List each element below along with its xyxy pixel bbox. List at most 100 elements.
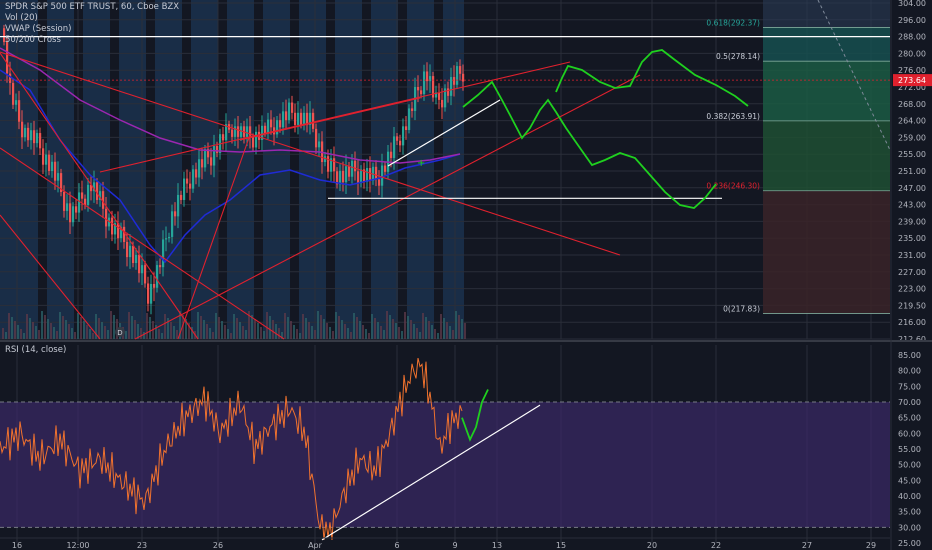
candle-body [120,226,123,239]
volume-bar [209,328,211,339]
candle-body [375,166,378,180]
volume-bar [113,315,115,339]
volume-bar [254,319,256,339]
volume-bar [161,333,163,339]
price-tick-label: 255.00 [898,150,926,159]
candle-body [99,191,102,200]
candle-body [462,73,465,82]
volume-bar [74,332,76,339]
rsi-tick-label: 80.00 [898,367,921,376]
candle-body [435,92,438,98]
candle-body [69,203,72,223]
rsi-title[interactable]: RSI (14, close) [5,345,67,355]
candle-body [135,254,138,264]
trendline-4 [99,61,571,173]
candle-body [3,28,6,43]
volume-bar [374,318,376,339]
candle-body [267,119,270,134]
volume-bar [83,321,85,339]
candle-body [402,126,405,146]
volume-bar [407,316,409,339]
candle-body [216,146,219,153]
price-tick-label: 251.00 [898,167,926,176]
candle-body [423,71,426,95]
volume-bar [296,329,298,339]
candle-body [72,206,75,223]
price-tick-label: 259.00 [898,133,926,142]
volume-bar [26,314,28,339]
candle-body [60,173,63,192]
candle-body [57,173,60,181]
symbol-label[interactable]: SPDR S&P 500 ETF TRUST, 60, Cboe BZX [5,2,180,12]
fib-label-0: 0.618(292.37) [706,18,760,27]
candle-body [300,112,303,125]
rsi-tick-label: 65.00 [898,414,921,423]
volume-bar [302,314,304,339]
candle-body [276,120,279,135]
price-tick-label: 239.00 [898,217,926,226]
x-tick-label: 27 [802,541,812,550]
volume-bar [206,324,208,339]
price-tick-label: 296.00 [898,16,926,25]
volume-bar [425,317,427,339]
rsi-line [0,357,463,540]
candle-body [147,283,150,304]
volume-bar [185,319,187,339]
volume-bar [461,319,463,339]
volume-bar [419,332,421,339]
trendline-0 [0,51,621,256]
cross-label[interactable]: 50/200 Cross [5,35,61,45]
volume-bar [89,329,91,339]
volume-bar [266,312,268,339]
vwap-label[interactable]: VWAP (Session) [5,24,72,34]
candle-body [75,206,78,213]
vol-label[interactable]: Vol (20) [5,13,38,23]
volume-bar [203,320,205,339]
candle-body [93,182,96,192]
support-line [387,99,501,167]
price-tick-label: 231.00 [898,251,926,260]
chart-legend: SPDR S&P 500 ETF TRUST, 60, Cboe BZX Vol… [5,2,179,46]
candle-body [453,77,456,85]
candle-body [279,120,282,128]
candle-body [354,160,357,172]
volume-bar [8,313,10,339]
rsi-tick-label: 30.00 [898,523,921,532]
volume-bar [389,315,391,339]
fib-label-4: 0(217.83) [723,304,760,313]
dividend-marker-icon [115,327,125,337]
candle-body [240,126,243,137]
volume-bar [446,322,448,339]
candle-body [150,283,153,304]
volume-bar [449,326,451,339]
candle-body [345,166,348,183]
candle-body [384,165,387,172]
volume-bar [98,318,100,339]
volume-bar [293,325,295,339]
fib-label-1: 0.5(278.14) [716,52,760,61]
candle-body [153,283,156,288]
volume-bar [353,313,355,339]
x-tick-label: 16 [12,541,22,550]
volume-bar [77,313,79,339]
candle-body [9,73,12,83]
volume-bar [128,312,130,339]
volume-bar [395,323,397,339]
candle-body [333,158,336,172]
volume-bar [173,326,175,339]
candle-body [309,112,312,125]
candle-body [381,165,384,186]
candle-body [123,226,126,242]
candle-body [396,136,399,141]
volume-bar [212,332,214,339]
candle-body [213,146,216,166]
price-tick-label: 280.00 [898,49,926,58]
candle-body [117,223,120,239]
volume-bar [56,331,58,339]
volume-bar [233,314,235,339]
candle-body [336,171,339,185]
rsi-projection [461,389,489,442]
fib-zone-1 [763,61,890,121]
candle-body [357,171,360,184]
dividend-marker: D [115,327,125,337]
